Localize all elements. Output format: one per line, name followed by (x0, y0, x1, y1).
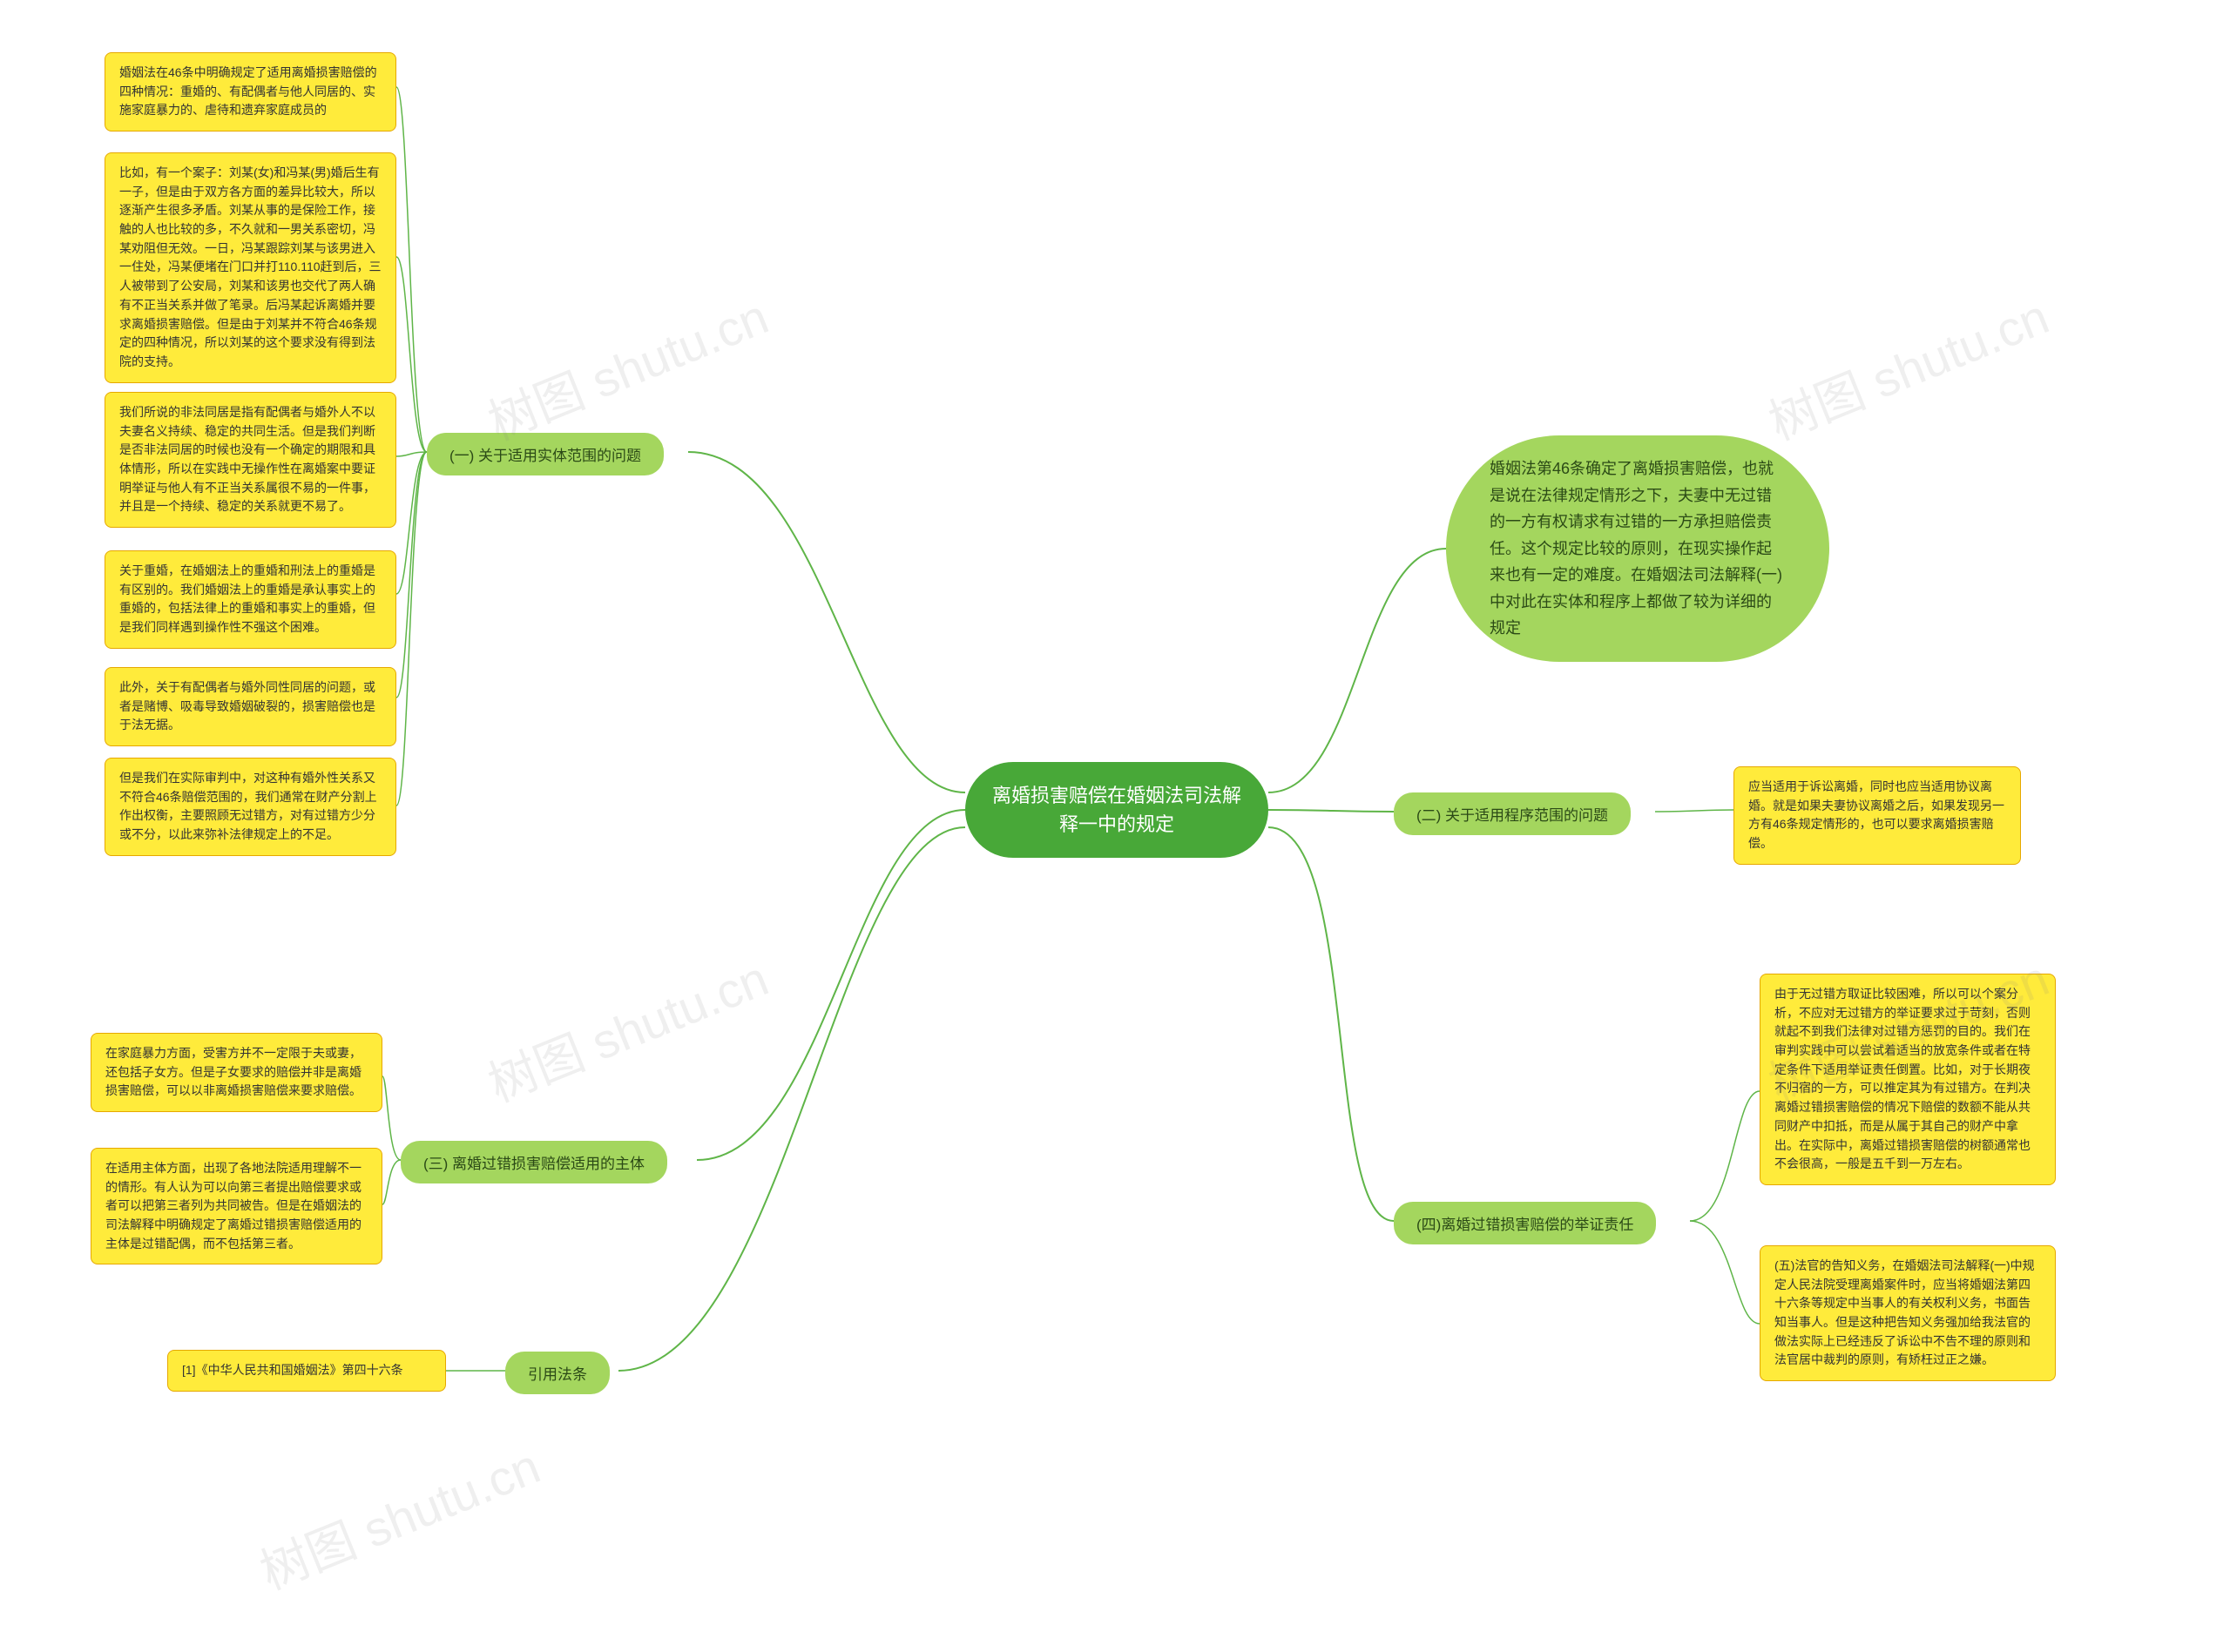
leaf-l1-4[interactable]: 关于重婚，在婚姻法上的重婚和刑法上的重婚是有区别的。我们婚姻法上的重婚是承认事实… (105, 550, 396, 649)
leaf-l3-2-text: 在适用主体方面，出现了各地法院适用理解不一的情形。有人认为可以向第三者提出赔偿要… (105, 1159, 368, 1253)
leaf-l4-2[interactable]: (五)法官的告知义务，在婚姻法司法解释(一)中规定人民法院受理离婚案件时，应当将… (1760, 1245, 2056, 1381)
intro-summary-node[interactable]: 婚姻法第46条确定了离婚损害赔偿，也就是说在法律规定情形之下，夫妻中无过错的一方… (1446, 435, 1829, 662)
branch-b1-label: (一) 关于适用实体范围的问题 (449, 443, 641, 465)
intro-text: 婚姻法第46条确定了离婚损害赔偿，也就是说在法律规定情形之下，夫妻中无过错的一方… (1490, 455, 1786, 642)
branch-b2-label: (二) 关于适用程序范围的问题 (1416, 803, 1608, 825)
leaf-l1-3[interactable]: 我们所说的非法同居是指有配偶者与婚外人不以夫妻名义持续、稳定的共同生活。但是我们… (105, 392, 396, 528)
leaf-l1-1-text: 婚姻法在46条中明确规定了适用离婚损害赔偿的四种情况：重婚的、有配偶者与他人同居… (119, 64, 382, 120)
branch-b4[interactable]: (四)离婚过错损害赔偿的举证责任 (1394, 1202, 1656, 1244)
leaf-l1-1[interactable]: 婚姻法在46条中明确规定了适用离婚损害赔偿的四种情况：重婚的、有配偶者与他人同居… (105, 52, 396, 131)
leaf-l2-1[interactable]: 应当适用于诉讼离婚，同时也应当适用协议离婚。就是如果夫妻协议离婚之后，如果发现另… (1733, 766, 2021, 865)
leaf-l1-2[interactable]: 比如，有一个案子：刘某(女)和冯某(男)婚后生有一子，但是由于双方各方面的差异比… (105, 152, 396, 383)
leaf-l5-1[interactable]: [1]《中华人民共和国婚姻法》第四十六条 (167, 1350, 446, 1392)
center-node[interactable]: 离婚损害赔偿在婚姻法司法解释一中的规定 (965, 762, 1268, 858)
watermark: 树图 shutu.cn (248, 1427, 549, 1603)
watermark: 树图 shutu.cn (476, 940, 777, 1116)
leaf-l1-6-text: 但是我们在实际审判中，对这种有婚外性关系又不符合46条赔偿范围的，我们通常在财产… (119, 769, 382, 845)
branch-b4-label: (四)离婚过错损害赔偿的举证责任 (1416, 1212, 1633, 1234)
branch-b3[interactable]: (三) 离婚过错损害赔偿适用的主体 (401, 1141, 667, 1183)
leaf-l1-6[interactable]: 但是我们在实际审判中，对这种有婚外性关系又不符合46条赔偿范围的，我们通常在财产… (105, 758, 396, 856)
leaf-l4-2-text: (五)法官的告知义务，在婚姻法司法解释(一)中规定人民法院受理离婚案件时，应当将… (1774, 1257, 2041, 1370)
leaf-l4-1[interactable]: 由于无过错方取证比较困难，所以可以个案分析，不应对无过错方的举证要求过于苛刻，否… (1760, 974, 2056, 1185)
leaf-l3-1[interactable]: 在家庭暴力方面，受害方并不一定限于夫或妻，还包括子女方。但是子女要求的赔偿并非是… (91, 1033, 382, 1112)
leaf-l1-3-text: 我们所说的非法同居是指有配偶者与婚外人不以夫妻名义持续、稳定的共同生活。但是我们… (119, 403, 382, 516)
leaf-l4-1-text: 由于无过错方取证比较困难，所以可以个案分析，不应对无过错方的举证要求过于苛刻，否… (1774, 985, 2041, 1174)
leaf-l1-4-text: 关于重婚，在婚姻法上的重婚和刑法上的重婚是有区别的。我们婚姻法上的重婚是承认事实… (119, 562, 382, 637)
leaf-l1-5-text: 此外，关于有配偶者与婚外同性同居的问题，或者是赌博、吸毒导致婚姻破裂的，损害赔偿… (119, 678, 382, 735)
leaf-l5-1-text: [1]《中华人民共和国婚姻法》第四十六条 (182, 1361, 403, 1380)
leaf-l3-2[interactable]: 在适用主体方面，出现了各地法院适用理解不一的情形。有人认为可以向第三者提出赔偿要… (91, 1148, 382, 1264)
branch-b5-label: 引用法条 (528, 1362, 587, 1384)
center-title: 离婚损害赔偿在婚姻法司法解释一中的规定 (991, 781, 1242, 839)
leaf-l3-1-text: 在家庭暴力方面，受害方并不一定限于夫或妻，还包括子女方。但是子女要求的赔偿并非是… (105, 1044, 368, 1101)
leaf-l1-5[interactable]: 此外，关于有配偶者与婚外同性同居的问题，或者是赌博、吸毒导致婚姻破裂的，损害赔偿… (105, 667, 396, 746)
watermark: 树图 shutu.cn (1757, 278, 2058, 454)
watermark: 树图 shutu.cn (476, 278, 777, 454)
branch-b1[interactable]: (一) 关于适用实体范围的问题 (427, 433, 664, 475)
branch-b2[interactable]: (二) 关于适用程序范围的问题 (1394, 792, 1631, 835)
leaf-l1-2-text: 比如，有一个案子：刘某(女)和冯某(男)婚后生有一子，但是由于双方各方面的差异比… (119, 164, 382, 372)
leaf-l2-1-text: 应当适用于诉讼离婚，同时也应当适用协议离婚。就是如果夫妻协议离婚之后，如果发现另… (1748, 778, 2006, 853)
branch-b3-label: (三) 离婚过错损害赔偿适用的主体 (423, 1151, 645, 1173)
branch-b5[interactable]: 引用法条 (505, 1352, 610, 1394)
